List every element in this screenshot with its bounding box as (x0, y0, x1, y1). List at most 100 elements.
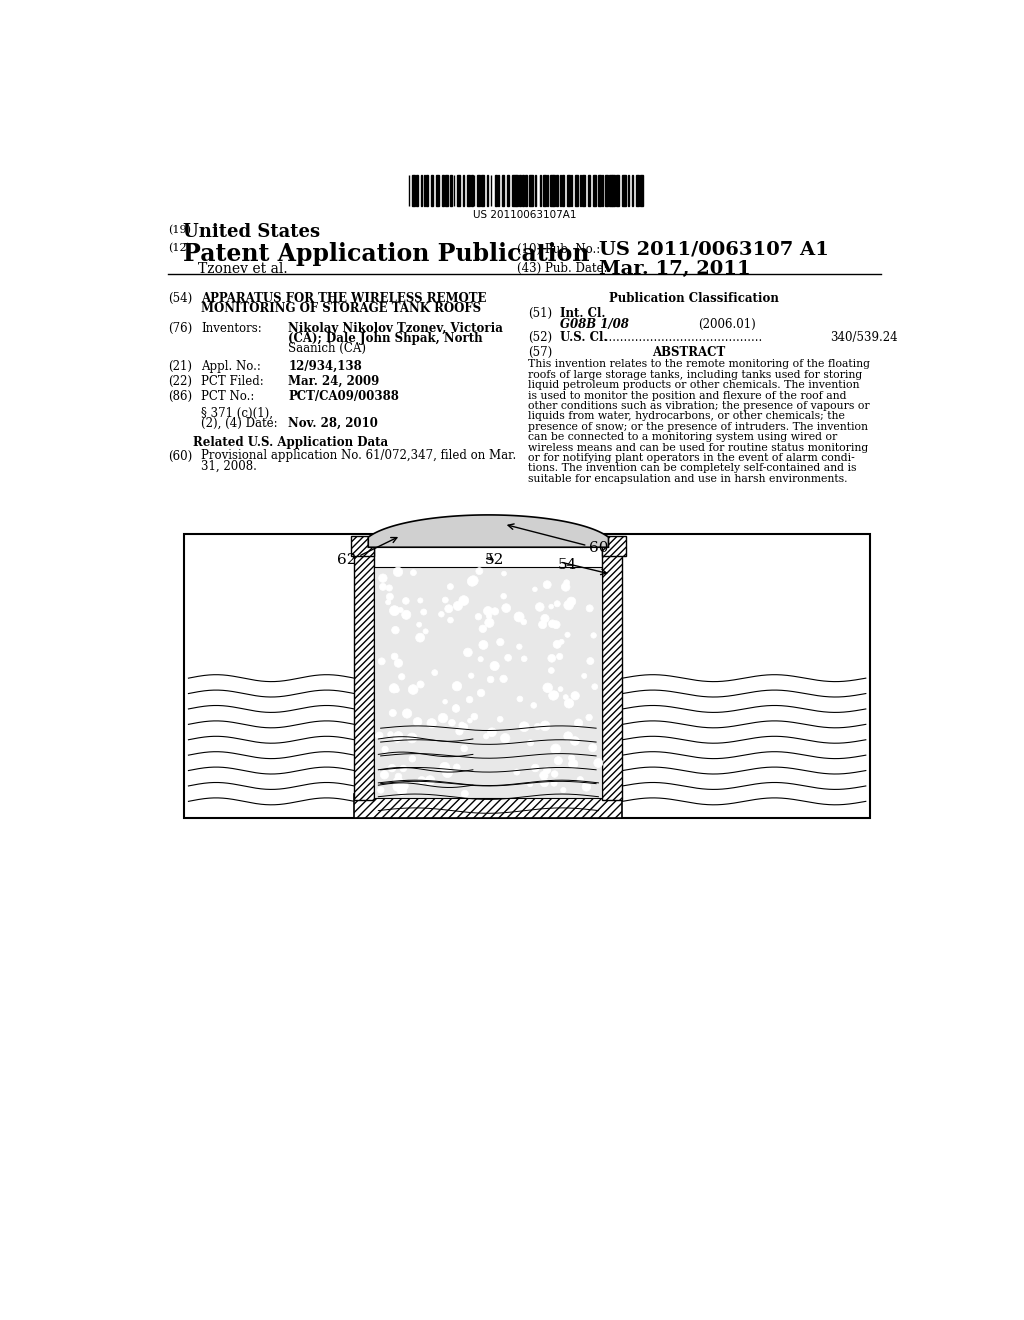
Text: G08B 1/08: G08B 1/08 (560, 318, 630, 331)
Circle shape (471, 713, 478, 719)
Bar (445, 176, 449, 206)
Text: wireless means and can be used for routine status monitoring: wireless means and can be used for routi… (528, 442, 868, 453)
Bar (512, 176, 515, 206)
Circle shape (378, 657, 385, 665)
Bar (608, 176, 611, 206)
Circle shape (497, 639, 504, 645)
Text: Inventors:: Inventors: (201, 322, 261, 335)
Circle shape (411, 570, 417, 576)
Circle shape (394, 688, 399, 693)
Bar (636, 176, 639, 206)
Circle shape (449, 719, 456, 726)
Circle shape (398, 607, 403, 612)
Circle shape (453, 705, 460, 713)
Circle shape (551, 744, 561, 754)
Text: presence of snow; or the presence of intruders. The invention: presence of snow; or the presence of int… (528, 422, 868, 432)
Text: (51): (51) (528, 308, 552, 319)
Circle shape (432, 669, 437, 676)
Text: (57): (57) (528, 346, 552, 359)
Text: Mar. 17, 2011: Mar. 17, 2011 (599, 260, 751, 279)
Text: Tzonev et al.: Tzonev et al. (198, 263, 288, 276)
Bar (593, 176, 596, 206)
Text: roofs of large storage tanks, including tanks used for storing: roofs of large storage tanks, including … (528, 370, 862, 380)
Circle shape (550, 690, 559, 700)
Circle shape (476, 568, 483, 574)
Text: ..........................................: ........................................… (601, 331, 766, 345)
Circle shape (402, 709, 412, 718)
Circle shape (559, 639, 564, 644)
Circle shape (549, 690, 558, 700)
Circle shape (568, 755, 574, 762)
Text: US 2011/0063107 A1: US 2011/0063107 A1 (599, 240, 829, 257)
Circle shape (527, 781, 532, 787)
Circle shape (543, 581, 551, 589)
Circle shape (501, 734, 510, 743)
Circle shape (553, 640, 561, 648)
Text: (2), (4) Date:: (2), (4) Date: (201, 417, 278, 430)
Bar (605, 176, 607, 206)
Text: Related U.S. Application Data: Related U.S. Application Data (194, 436, 388, 449)
Bar (623, 176, 626, 206)
Bar (554, 176, 555, 206)
Text: (52): (52) (528, 331, 552, 345)
Circle shape (484, 618, 494, 627)
Bar (535, 176, 537, 206)
Circle shape (565, 632, 570, 638)
Circle shape (587, 657, 594, 664)
Circle shape (564, 731, 572, 741)
Circle shape (454, 764, 460, 771)
Circle shape (567, 597, 575, 606)
Bar (413, 176, 415, 206)
Text: (2006.01): (2006.01) (698, 318, 756, 331)
Bar (521, 176, 524, 206)
Bar (442, 176, 444, 206)
Text: (10) Pub. No.:: (10) Pub. No.: (517, 243, 600, 256)
Circle shape (591, 632, 596, 638)
Text: Provisional application No. 61/072,347, filed on Mar.: Provisional application No. 61/072,347, … (201, 449, 516, 462)
Text: suitable for encapsulation and use in harsh environments.: suitable for encapsulation and use in ha… (528, 474, 848, 483)
Text: This invention relates to the remote monitoring of the floating: This invention relates to the remote mon… (528, 359, 870, 370)
Bar (183, 535, 870, 818)
Circle shape (502, 572, 507, 576)
Circle shape (379, 574, 387, 582)
Circle shape (417, 681, 424, 688)
Bar (351, 536, 375, 557)
Circle shape (541, 779, 549, 787)
Circle shape (500, 675, 507, 682)
Circle shape (461, 746, 468, 752)
Circle shape (483, 734, 488, 739)
Text: 12/934,138: 12/934,138 (289, 360, 362, 374)
Circle shape (425, 776, 435, 785)
Circle shape (475, 614, 481, 620)
Circle shape (544, 767, 551, 774)
Text: liquids from water, hydrocarbons, or other chemicals; the: liquids from water, hydrocarbons, or oth… (528, 412, 845, 421)
Text: Publication Classification: Publication Classification (609, 293, 779, 305)
Text: U.S. Cl.: U.S. Cl. (560, 331, 608, 345)
Bar (566, 176, 569, 206)
Bar (467, 176, 470, 206)
Circle shape (442, 700, 447, 704)
Circle shape (389, 606, 399, 615)
Circle shape (487, 727, 497, 737)
Circle shape (442, 768, 453, 777)
Circle shape (560, 788, 566, 793)
Circle shape (386, 599, 391, 605)
Circle shape (535, 723, 541, 730)
Circle shape (541, 614, 549, 623)
Circle shape (468, 718, 472, 723)
Bar (507, 176, 509, 206)
Text: United States: United States (183, 223, 321, 242)
Circle shape (461, 723, 468, 730)
Bar (524, 176, 527, 206)
Text: Mar. 24, 2009: Mar. 24, 2009 (289, 375, 380, 388)
Circle shape (464, 648, 472, 657)
Circle shape (468, 576, 478, 585)
Circle shape (459, 595, 469, 606)
Text: APPARATUS FOR THE WIRELESS REMOTE: APPARATUS FOR THE WIRELESS REMOTE (201, 293, 486, 305)
Bar (598, 176, 601, 206)
Circle shape (519, 722, 529, 731)
Text: (54): (54) (168, 293, 193, 305)
Circle shape (530, 702, 537, 709)
Bar (556, 176, 558, 206)
Bar (616, 176, 620, 206)
